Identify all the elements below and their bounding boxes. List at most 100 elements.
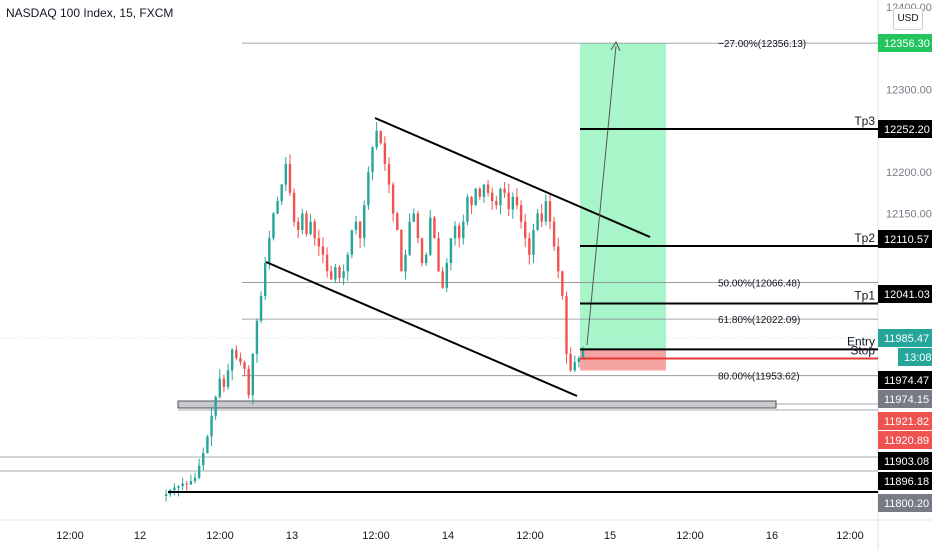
candle-body xyxy=(511,196,515,210)
candle-body xyxy=(268,238,271,263)
price-badge-label: 12110.57 xyxy=(884,234,929,246)
candle-body xyxy=(259,296,263,321)
price-badge xyxy=(878,120,932,138)
candle-body xyxy=(457,225,461,239)
candle-body xyxy=(297,221,300,230)
candle-body xyxy=(519,205,523,222)
candle-body xyxy=(474,188,477,206)
price-badge-label: 11974.47 xyxy=(884,375,929,387)
candle-body xyxy=(404,254,407,272)
x-axis[interactable]: 12:00 12 12:00 13 12:00 14 12:00 15 12:00 16 12:00 xyxy=(56,530,864,542)
fib-label: −27.00%(12356.13) xyxy=(718,39,806,50)
candle-body xyxy=(573,362,576,371)
channel-upper-line xyxy=(374,117,651,238)
candle-body xyxy=(486,184,490,193)
chart-title: NASDAQ 100 Index, 15, FXCM xyxy=(6,6,174,20)
candle-body xyxy=(230,349,234,371)
candle-body xyxy=(342,271,345,278)
candle-body xyxy=(528,238,531,255)
candle-body xyxy=(247,368,250,396)
candle-body xyxy=(561,271,564,297)
candle-body xyxy=(288,163,292,193)
price-badge xyxy=(898,348,932,366)
profit-zone xyxy=(580,43,666,350)
candle-body xyxy=(544,201,548,222)
fib-label: 80.00%(11953.62) xyxy=(718,372,800,383)
candle-body xyxy=(305,213,308,235)
candle-body xyxy=(218,378,221,397)
chart-drawings xyxy=(0,42,878,472)
candle-body xyxy=(429,217,432,255)
candle-body xyxy=(383,143,387,164)
candle-body xyxy=(309,221,312,235)
price-badge-label: 11985.47 xyxy=(884,333,929,345)
candle-body xyxy=(197,465,201,478)
x-axis-tick-label: 12:00 xyxy=(362,530,390,542)
projection-arrow xyxy=(586,45,617,346)
candle-body xyxy=(210,415,213,437)
candle-body xyxy=(462,221,465,239)
candle-body xyxy=(181,483,184,487)
candle-body xyxy=(499,188,502,206)
currency-button[interactable]: USD xyxy=(893,8,923,30)
candle-body xyxy=(164,494,168,496)
candle-body xyxy=(536,213,539,230)
candle-body xyxy=(565,296,568,354)
candle-body xyxy=(453,225,457,239)
candle-body xyxy=(338,267,341,278)
candle-body xyxy=(235,349,238,359)
candle-body xyxy=(445,262,448,288)
candle-body xyxy=(420,238,424,263)
candle-body xyxy=(408,221,411,255)
candle-body xyxy=(387,163,391,185)
candle-body xyxy=(185,483,188,485)
price-badge xyxy=(878,494,932,512)
price-badge xyxy=(878,452,932,470)
x-axis-tick-label: 12:00 xyxy=(206,530,234,542)
candle-body xyxy=(367,172,370,206)
candle-body xyxy=(251,353,255,396)
candle-body xyxy=(189,481,193,485)
candle-body xyxy=(437,238,440,272)
x-axis-tick-label: 16 xyxy=(766,530,778,542)
candle-body xyxy=(280,184,283,202)
x-axis-tick-label: 15 xyxy=(604,530,616,542)
price-badge-label: 11921.82 xyxy=(884,416,929,428)
candle-body xyxy=(391,184,395,214)
candle-body xyxy=(400,229,403,272)
price-badge xyxy=(878,412,932,430)
candle-body xyxy=(354,221,358,230)
price-badge-label: 11920.89 xyxy=(884,435,929,447)
candle-body xyxy=(379,130,382,144)
x-axis-tick-label: 12:00 xyxy=(836,530,864,542)
price-badge-label: 12041.03 xyxy=(884,289,930,301)
candle-body xyxy=(321,246,325,255)
price-badge xyxy=(878,472,932,490)
candle-body xyxy=(490,192,494,202)
fib-label: 61.80%(12022.09) xyxy=(718,315,800,326)
candle-body xyxy=(441,271,444,288)
price-badge xyxy=(878,431,932,449)
support-zone-box xyxy=(177,400,777,409)
x-axis-tick-label: 12:00 xyxy=(56,530,84,542)
x-axis-tick-label: 12 xyxy=(134,530,146,542)
candle-body xyxy=(276,201,279,214)
candle-body xyxy=(292,192,296,222)
candle-body xyxy=(433,217,436,239)
x-axis-tick-label: 12:00 xyxy=(676,530,704,542)
candle-body xyxy=(226,370,230,387)
candlesticks xyxy=(164,121,585,502)
candle-body xyxy=(371,147,374,173)
trade-level-label: Tp1 xyxy=(854,288,875,302)
candle-body xyxy=(466,196,469,222)
fib-label: 50.00%(12066.48) xyxy=(718,278,800,289)
candle-body xyxy=(358,221,362,239)
y-axis[interactable]: 12400.0012300.0012200.0012150.0012000.00… xyxy=(878,2,932,512)
candle-body xyxy=(557,246,560,272)
price-badge-label: 12252.20 xyxy=(884,124,930,136)
candle-body xyxy=(416,213,420,239)
x-axis-tick-label: 12:00 xyxy=(516,530,544,542)
candle-body xyxy=(577,358,581,363)
